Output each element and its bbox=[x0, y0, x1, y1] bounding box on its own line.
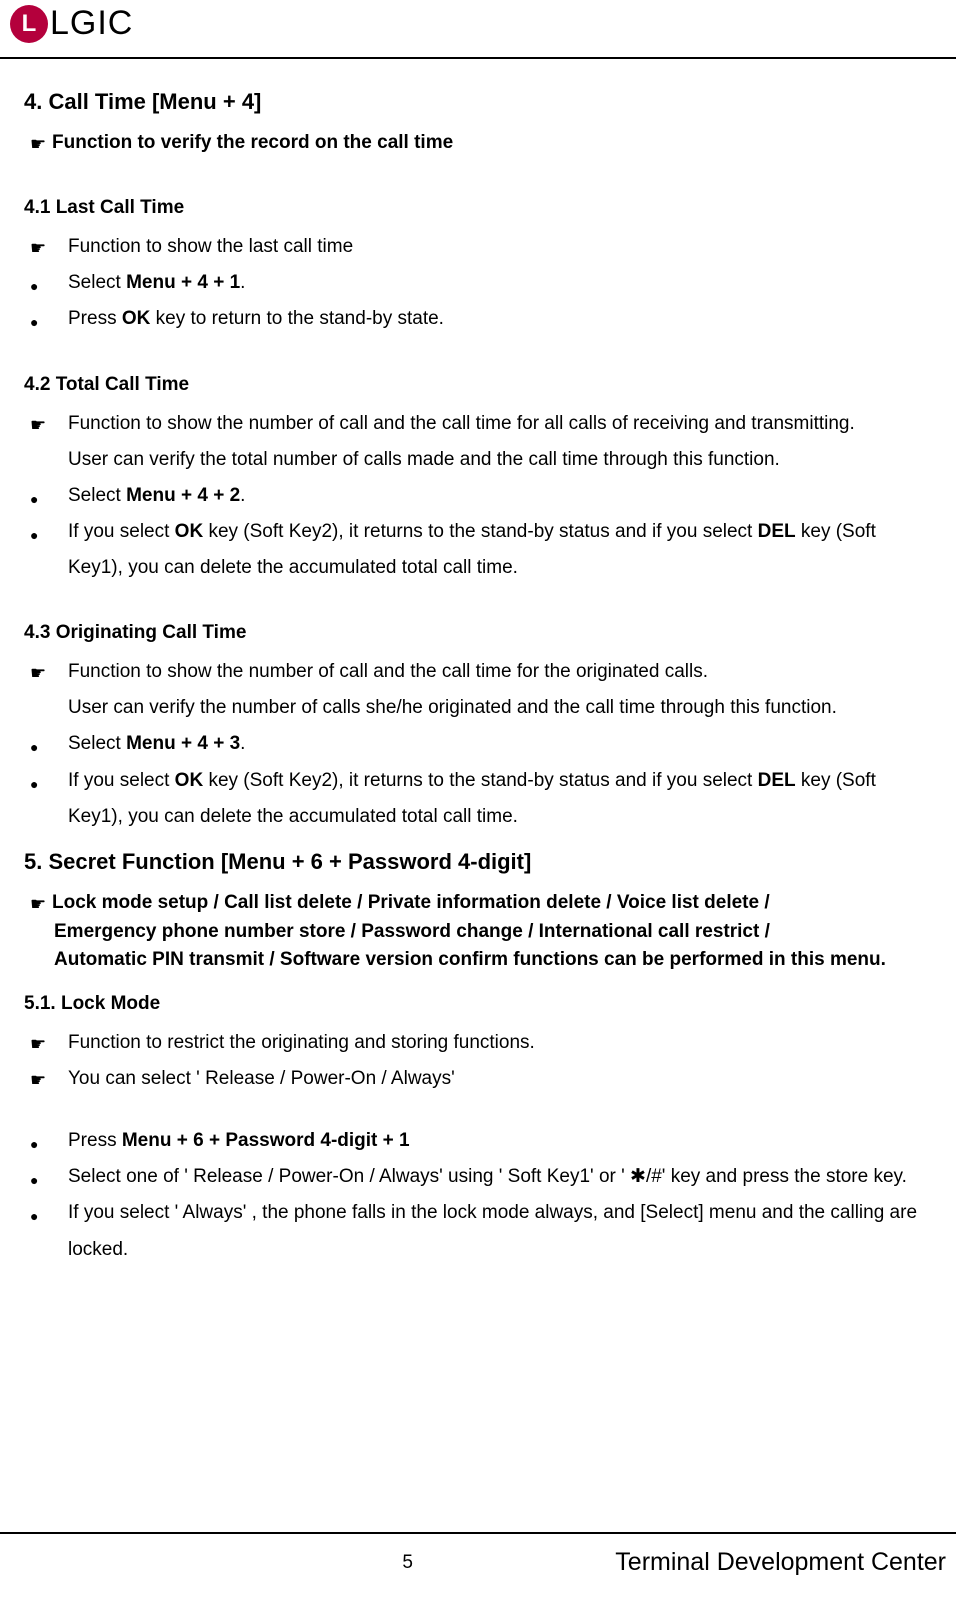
list-item: ☛ Function to show the number of call an… bbox=[24, 654, 932, 690]
section-4-1-title: 4.1 Last Call Time bbox=[24, 197, 932, 219]
bullet-icon: ● bbox=[24, 1195, 68, 1230]
text: You can select ' Release / Power-On / Al… bbox=[68, 1061, 932, 1097]
section-4-2-title: 4.2 Total Call Time bbox=[24, 374, 932, 396]
bullet-icon: ● bbox=[24, 763, 68, 798]
section-4-title: 4. Call Time [Menu + 4] bbox=[24, 89, 932, 115]
pointer-icon: ☛ bbox=[24, 1025, 68, 1061]
text: Select Menu + 4 + 1. bbox=[68, 265, 932, 301]
bullet-icon: ● bbox=[24, 514, 68, 549]
list-item: ☛ Function to show the number of call an… bbox=[24, 406, 932, 442]
list-item: ● Select Menu + 4 + 2. bbox=[24, 478, 932, 514]
logo-letter: L bbox=[22, 10, 37, 38]
divider-bottom bbox=[0, 1532, 956, 1534]
text: User can verify the total number of call… bbox=[24, 442, 932, 478]
list-item: ● Press OK key to return to the stand-by… bbox=[24, 301, 932, 337]
text: If you select ' Always' , the phone fall… bbox=[68, 1195, 932, 1267]
page: L LGIC 4. Call Time [Menu + 4] ☛ Functio… bbox=[0, 0, 956, 1599]
bullet-icon: ● bbox=[24, 1123, 68, 1158]
bullet-icon: ● bbox=[24, 301, 68, 336]
section-5-1-title: 5.1. Lock Mode bbox=[24, 993, 932, 1015]
section-5-subtitle-row: ☛ Lock mode setup / Call list delete / P… bbox=[24, 885, 932, 921]
section-4-3-title: 4.3 Originating Call Time bbox=[24, 622, 932, 644]
list-item: ☛ You can select ' Release / Power-On / … bbox=[24, 1061, 932, 1097]
text: User can verify the number of calls she/… bbox=[24, 690, 932, 726]
logo-icon: L bbox=[10, 5, 48, 43]
divider-top bbox=[0, 57, 956, 59]
section-5-sub2: Emergency phone number store / Password … bbox=[24, 921, 932, 943]
section-4-subtitle: Function to verify the record on the cal… bbox=[52, 125, 932, 161]
pointer-icon: ☛ bbox=[24, 125, 52, 161]
text: If you select OK key (Soft Key2), it ret… bbox=[68, 514, 932, 586]
text: Press OK key to return to the stand-by s… bbox=[68, 301, 932, 337]
header: L LGIC bbox=[0, 0, 956, 43]
content: 4. Call Time [Menu + 4] ☛ Function to ve… bbox=[0, 89, 956, 1268]
text: Press Menu + 6 + Password 4-digit + 1 bbox=[68, 1123, 932, 1159]
pointer-icon: ☛ bbox=[24, 229, 68, 265]
pointer-icon: ☛ bbox=[24, 654, 68, 690]
pointer-icon: ☛ bbox=[24, 406, 68, 442]
bullet-icon: ● bbox=[24, 726, 68, 761]
section-5-sub1: Lock mode setup / Call list delete / Pri… bbox=[52, 885, 932, 921]
text: Select Menu + 4 + 3. bbox=[68, 726, 932, 762]
text: Function to show the last call time bbox=[68, 229, 932, 265]
section-4-subtitle-row: ☛ Function to verify the record on the c… bbox=[24, 125, 932, 161]
list-item: ☛ Function to restrict the originating a… bbox=[24, 1025, 932, 1061]
list-item: ☛ Function to show the last call time bbox=[24, 229, 932, 265]
brand-text: LGIC bbox=[50, 4, 133, 43]
list-item: ● Select Menu + 4 + 3. bbox=[24, 726, 932, 762]
footer-right-text: Terminal Development Center bbox=[615, 1548, 946, 1577]
text: If you select OK key (Soft Key2), it ret… bbox=[68, 763, 932, 835]
page-number: 5 bbox=[200, 1552, 615, 1574]
list-item: ● Select Menu + 4 + 1. bbox=[24, 265, 932, 301]
footer: 5 Terminal Development Center bbox=[0, 1532, 956, 1577]
text: Select one of ' Release / Power-On / Alw… bbox=[68, 1159, 932, 1195]
bullet-icon: ● bbox=[24, 1159, 68, 1194]
list-item: ● If you select OK key (Soft Key2), it r… bbox=[24, 763, 932, 835]
section-5-title: 5. Secret Function [Menu + 6 + Password … bbox=[24, 849, 932, 875]
text: Function to restrict the originating and… bbox=[68, 1025, 932, 1061]
list-item: ● Press Menu + 6 + Password 4-digit + 1 bbox=[24, 1123, 932, 1159]
list-item: ● If you select OK key (Soft Key2), it r… bbox=[24, 514, 932, 586]
list-item: ● Select one of ' Release / Power-On / A… bbox=[24, 1159, 932, 1195]
list-item: ● If you select ' Always' , the phone fa… bbox=[24, 1195, 932, 1267]
text: Function to show the number of call and … bbox=[68, 406, 932, 442]
bullet-icon: ● bbox=[24, 265, 68, 300]
text: Function to show the number of call and … bbox=[68, 654, 932, 690]
bullet-icon: ● bbox=[24, 478, 68, 513]
footer-row: 5 Terminal Development Center bbox=[0, 1548, 956, 1577]
text: Select Menu + 4 + 2. bbox=[68, 478, 932, 514]
pointer-icon: ☛ bbox=[24, 1061, 68, 1097]
pointer-icon: ☛ bbox=[24, 885, 52, 921]
section-5-sub3: Automatic PIN transmit / Software versio… bbox=[24, 949, 932, 971]
